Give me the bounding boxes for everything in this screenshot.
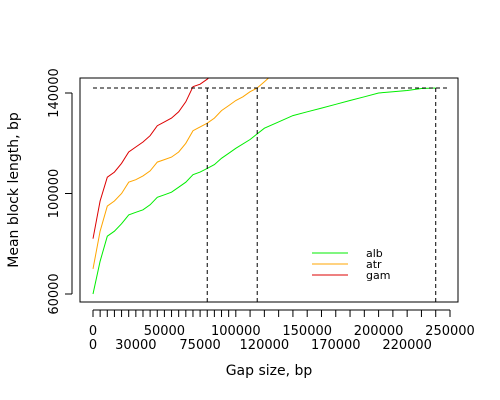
x-tick-label-major: 50000 — [144, 324, 185, 339]
y-axis: 60000 100000 140000 — [47, 68, 73, 315]
legend-label-gam: gam — [366, 269, 390, 282]
x-tick-label-major: 150000 — [282, 324, 332, 339]
legend-label-atr: atr — [366, 258, 382, 271]
series-line-alb — [92, 87, 436, 295]
x-tick-label-secondary: 120000 — [240, 338, 290, 353]
series-line-gam — [92, 78, 210, 239]
x-tick-label-secondary: 75000 — [179, 338, 220, 353]
x-tick-label-major: 100000 — [211, 324, 261, 339]
series-line-atr — [92, 78, 270, 269]
plot-frame — [79, 77, 459, 303]
x-tick-label-secondary: 170000 — [311, 338, 361, 353]
y-axis-title: Mean block length, bp — [6, 112, 22, 268]
series-layer — [92, 78, 436, 295]
x-tick-label-major: 250000 — [425, 324, 475, 339]
x-axis-title: Gap size, bp — [226, 363, 313, 379]
x-tick-label-secondary: 220000 — [382, 338, 432, 353]
x-tick-label-secondary: 0 — [89, 338, 97, 353]
y-tick-label: 140000 — [47, 68, 62, 118]
y-tick-label: 60000 — [47, 273, 62, 314]
x-axis: 0 50000 100000 150000 200000 250000 0 30000 7500… — [89, 309, 475, 353]
x-tick-label-secondary: 30000 — [115, 338, 156, 353]
x-tick-label-major: 200000 — [354, 324, 404, 339]
legend-label-alb: alb — [366, 247, 383, 260]
x-tick-label-major: 0 — [89, 324, 97, 339]
y-tick-label: 100000 — [47, 169, 62, 219]
reference-lines — [93, 87, 450, 302]
